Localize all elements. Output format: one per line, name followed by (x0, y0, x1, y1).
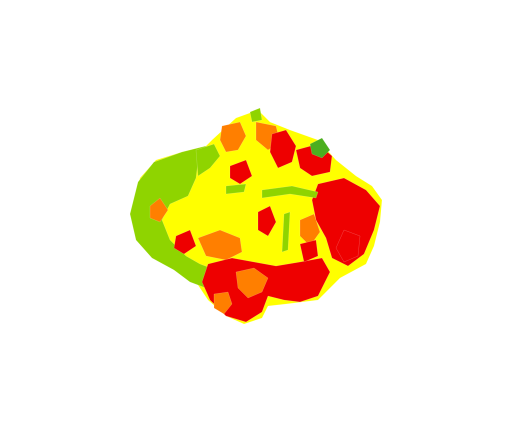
map-region-orange (213, 291, 233, 315)
map-region-red (229, 159, 253, 185)
map-region-red (257, 205, 277, 237)
map-region-green-light (225, 183, 247, 195)
map-region-orange (219, 121, 247, 153)
map-region-red (311, 177, 381, 267)
map-region-red (299, 239, 319, 263)
map-region-orange (235, 267, 269, 299)
map-region-orange (149, 197, 169, 223)
map-region-red (269, 129, 297, 169)
map-region-red (335, 229, 361, 263)
map-region-green-light (261, 185, 319, 199)
map-region-green-light (195, 143, 221, 177)
map-regions (129, 107, 383, 325)
map-region-green-light (281, 211, 291, 253)
map-region-orange (197, 229, 243, 261)
map-region-green-dark (309, 137, 331, 159)
map-region-orange (299, 213, 321, 247)
map-region-red (173, 229, 197, 255)
map-region-green-light (249, 107, 263, 123)
